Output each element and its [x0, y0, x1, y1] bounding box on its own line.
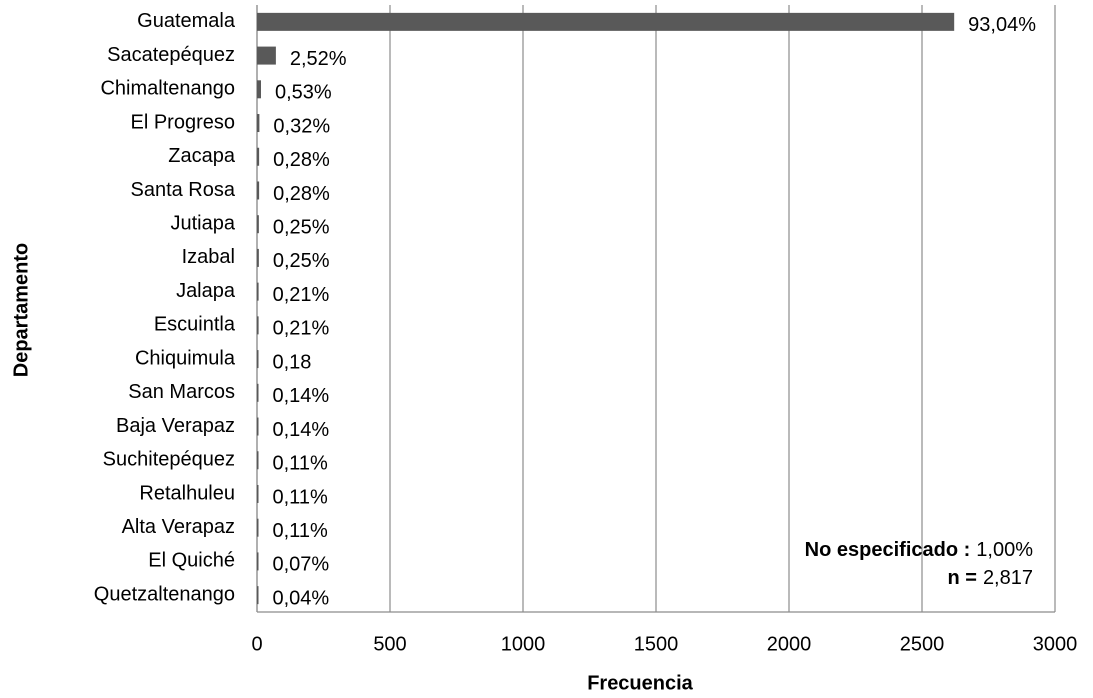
bar — [257, 451, 259, 470]
bar — [257, 80, 261, 99]
annotation-value: 2,817 — [983, 567, 1033, 589]
bar — [257, 484, 259, 503]
data-label: 2,52% — [290, 48, 347, 70]
y-tick-label: Chimaltenango — [100, 78, 235, 100]
y-tick-label: Baja Verapaz — [116, 415, 235, 437]
data-label: 0,07% — [273, 554, 330, 576]
annotation-label: No especificado : — [805, 539, 971, 561]
y-tick-label: Sacatepéquez — [107, 44, 235, 66]
annotation: n = 2,817 — [947, 567, 1033, 589]
annotation: No especificado :1,00% — [805, 539, 1034, 561]
y-tick-label: Santa Rosa — [130, 179, 235, 201]
x-tick-label: 0 — [251, 633, 262, 655]
data-label: 0,25% — [273, 250, 330, 272]
x-tick-label: 500 — [373, 633, 406, 655]
y-tick-label: Retalhuleu — [139, 482, 235, 504]
data-label: 0,53% — [275, 82, 332, 104]
data-label: 0,14% — [273, 385, 330, 407]
data-label: 0,11% — [273, 486, 328, 508]
bar — [257, 316, 259, 335]
x-axis-title: Frecuencia — [587, 672, 693, 694]
bar — [257, 552, 259, 571]
bar — [257, 114, 260, 133]
y-axis-title: Departamento — [10, 243, 32, 377]
y-tick-label: El Quiché — [148, 550, 235, 572]
x-tick-label: 1500 — [634, 633, 679, 655]
bar — [257, 586, 259, 605]
x-tick-label: 1000 — [501, 633, 546, 655]
bar — [257, 282, 259, 301]
y-tick-label: Izabal — [182, 246, 235, 268]
y-tick-label: Jalapa — [176, 280, 236, 302]
data-label: 0,21% — [273, 318, 330, 340]
data-label: 0,14% — [273, 419, 330, 441]
x-tick-label: 3000 — [1033, 633, 1078, 655]
x-tick-label: 2000 — [767, 633, 812, 655]
bar — [257, 12, 955, 31]
y-tick-label: Chiquimula — [135, 347, 236, 369]
annotation-label: n = — [947, 567, 976, 589]
bar — [257, 248, 259, 267]
y-tick-label: Quetzaltenango — [94, 583, 235, 605]
data-label: 0,18 — [273, 351, 312, 373]
y-tick-label: Jutiapa — [171, 212, 236, 234]
y-tick-label: Suchitepéquez — [103, 449, 235, 471]
bar — [257, 215, 259, 234]
data-label: 0,04% — [273, 587, 330, 609]
data-label: 0,32% — [273, 115, 330, 137]
y-tick-label: Zacapa — [168, 145, 236, 167]
bar — [257, 46, 276, 65]
data-label: 0,28% — [273, 149, 330, 171]
data-label: 0,28% — [273, 183, 330, 205]
data-label: 0,11% — [273, 520, 328, 542]
bar — [257, 383, 259, 402]
y-tick-label: Escuintla — [154, 314, 236, 336]
bar — [257, 350, 259, 369]
data-label: 93,04% — [968, 14, 1036, 36]
data-label: 0,25% — [273, 216, 330, 238]
bar — [257, 181, 260, 200]
data-label: 0,11% — [273, 453, 328, 475]
bar — [257, 417, 259, 436]
bar — [257, 518, 259, 537]
y-tick-label: Alta Verapaz — [122, 516, 235, 538]
annotation-value: 1,00% — [976, 539, 1033, 561]
x-tick-label: 2500 — [900, 633, 945, 655]
bar — [257, 147, 260, 166]
y-tick-label: Guatemala — [137, 10, 236, 32]
y-tick-label: San Marcos — [128, 381, 235, 403]
data-label: 0,21% — [273, 284, 330, 306]
y-tick-label: El Progreso — [131, 111, 236, 133]
